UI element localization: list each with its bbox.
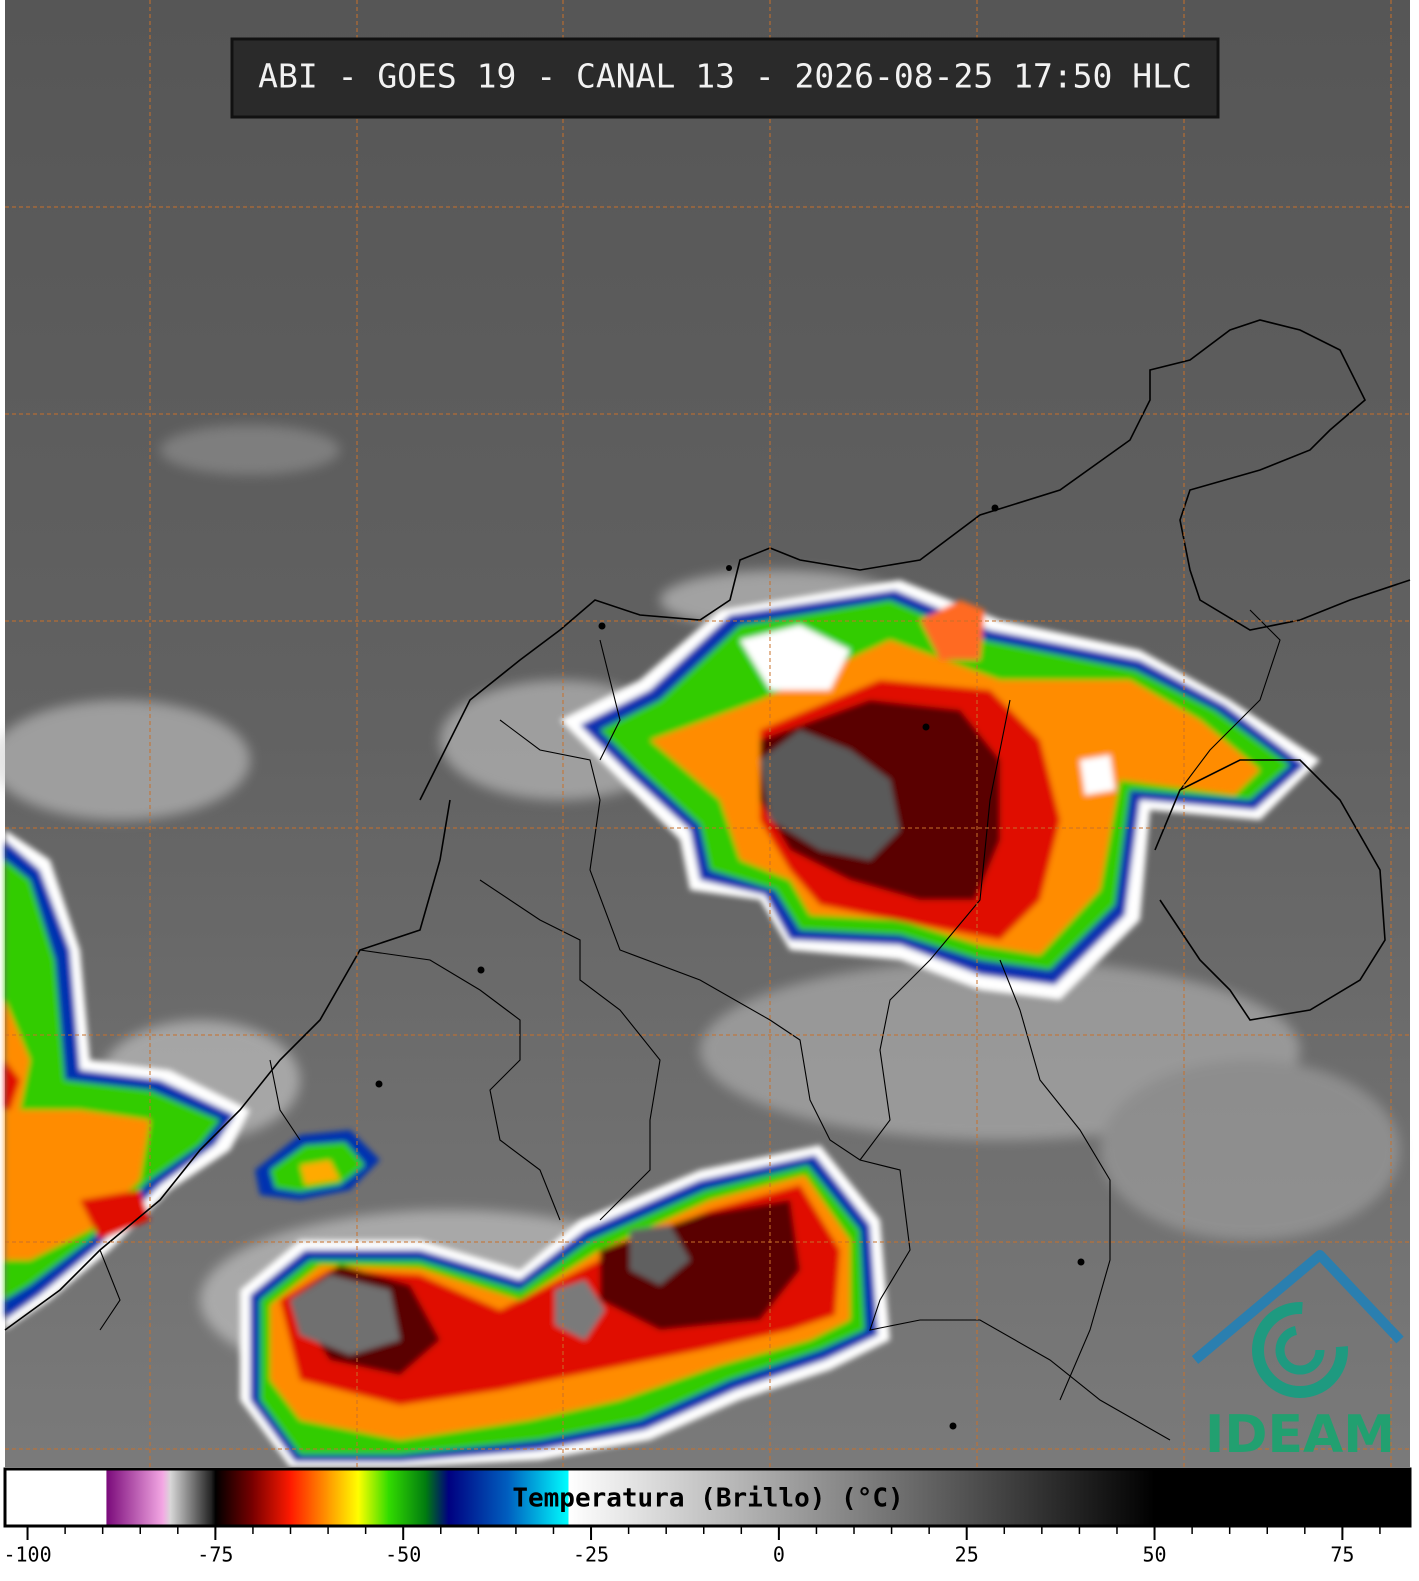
colorbar-segment [328,1469,359,1526]
colorbar-segment [448,1469,509,1526]
coastlines-borders [4,319,1411,1441]
tick-label: 75 [1330,1543,1354,1567]
tick-label: -50 [385,1543,421,1567]
tick-label: 0 [773,1543,785,1567]
colorbar [5,1469,1411,1526]
tick-label: 50 [1142,1543,1166,1567]
colorbar-segment [358,1469,389,1526]
colorbar-label: Temperatura (Brillo) (°C) [512,1484,903,1514]
title-box [230,37,1220,119]
storm-west [5,830,380,1330]
lat-lon-grid [5,0,1410,1467]
tick-label: 25 [955,1543,979,1567]
tick-label: -75 [197,1543,233,1567]
colorbar-segment [106,1469,164,1526]
colorbar-segment [508,1469,570,1526]
colorbar-segment [170,1469,213,1526]
storm-northeast [560,580,1320,1000]
ideam-logo: IDEAM [1191,1250,1404,1465]
tick-label: -100 [3,1543,51,1567]
colorbar-segment [162,1469,171,1526]
colorbar-segment [215,1469,254,1526]
colorbar-segment [388,1469,427,1526]
colorbar-segment [252,1469,292,1526]
colorbar-segment [211,1469,216,1526]
logo-text: IDEAM [1205,1405,1395,1465]
colorbar-segment [290,1469,329,1526]
colorbar-segment [1154,1469,1411,1526]
title: ABI - GOES 19 - CANAL 13 - 2026-08-25 17… [258,57,1192,96]
storm-south [240,1145,890,1467]
colorbar-segment [5,1469,107,1526]
colorbar-frame [3,1467,1412,1528]
cities [375,504,1085,1430]
tick-label: -25 [573,1543,609,1567]
colorbar-segment [568,1469,1156,1526]
colorbar-segment [425,1469,449,1526]
